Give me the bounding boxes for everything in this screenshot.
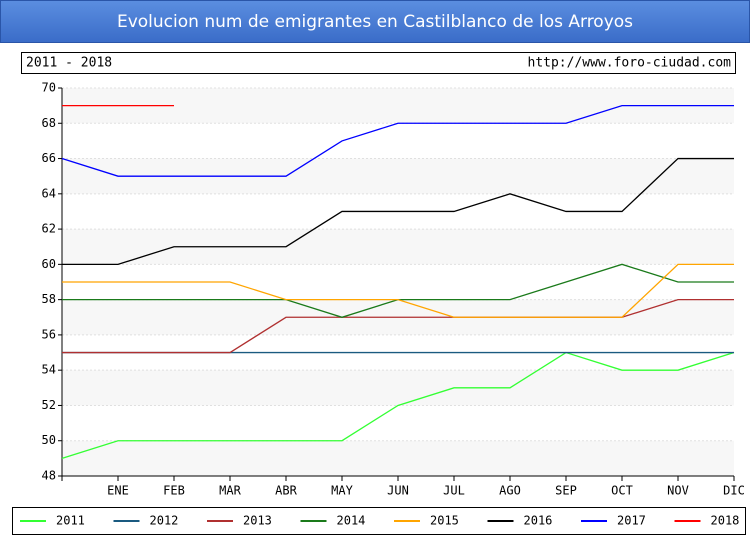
legend-label: 2016 — [524, 514, 553, 528]
source: http://www.foro-ciudad.com — [528, 56, 732, 71]
grid-band — [62, 229, 734, 265]
y-tick-label: 60 — [42, 257, 56, 271]
series-line — [61, 104, 734, 177]
legend-label: 2011 — [56, 514, 85, 528]
legend-label: 2013 — [243, 514, 272, 528]
y-tick-label: 52 — [42, 398, 56, 412]
x-tick-label: ABR — [275, 484, 297, 498]
y-tick-label: 62 — [42, 222, 56, 236]
y-tick-label: 68 — [42, 116, 56, 130]
x-tick-label: SEP — [555, 484, 577, 498]
legend-label: 2015 — [430, 514, 459, 528]
series-line — [62, 263, 734, 318]
x-tick-label: ENE — [107, 484, 129, 498]
series-line — [62, 157, 734, 266]
grid-band — [62, 370, 734, 406]
legend-label: 2018 — [711, 514, 740, 528]
legend-box — [12, 507, 746, 535]
x-tick-label: MAY — [331, 484, 353, 498]
x-tick-label: NOV — [667, 484, 689, 498]
x-tick-label: OCT — [611, 484, 633, 498]
x-tick-label: MAR — [219, 484, 241, 498]
y-tick-label: 50 — [42, 433, 56, 447]
x-tick-label: DIC — [723, 484, 745, 498]
y-tick-label: 48 — [42, 469, 56, 483]
title-bar — [0, 0, 750, 43]
y-tick-label: 54 — [42, 363, 56, 377]
chart-title: Evolucion num de emigrantes en Castilbla… — [117, 12, 633, 32]
grid-band — [62, 440, 734, 476]
x-tick-label: FEB — [163, 484, 185, 498]
y-tick-label: 56 — [42, 327, 56, 341]
legend-label: 2014 — [337, 514, 366, 528]
x-tick-label: AGO — [499, 484, 521, 498]
y-tick-label: 66 — [42, 151, 56, 165]
series-line — [61, 351, 735, 459]
x-tick-label: JUN — [387, 484, 409, 498]
y-tick-label: 58 — [42, 292, 56, 306]
x-tick-label: JUL — [443, 484, 465, 498]
legend-label: 2012 — [150, 514, 179, 528]
y-tick-label: 64 — [42, 186, 56, 200]
subtitle: 2011 - 2018 — [26, 56, 112, 71]
y-tick-label: 70 — [42, 81, 56, 95]
legend-label: 2017 — [617, 514, 646, 528]
subtitle-bar — [21, 52, 736, 74]
